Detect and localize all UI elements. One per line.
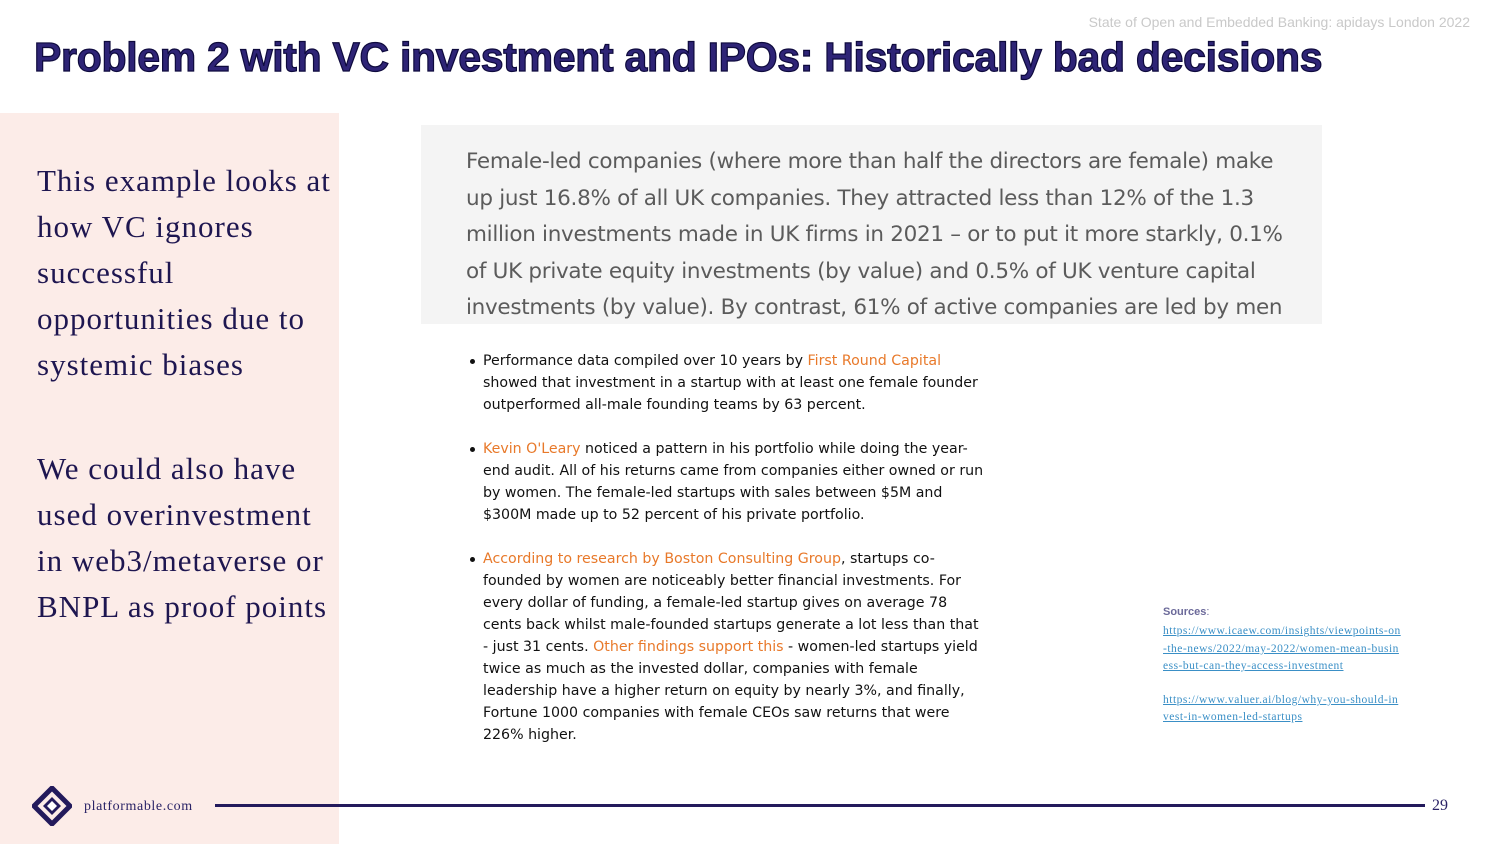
platformable-logo-icon xyxy=(32,786,72,826)
source-gap xyxy=(1163,675,1403,692)
bcg-research-link[interactable]: According to research by Boston Consulti… xyxy=(483,551,841,567)
bullet-text: Performance data compiled over 10 years … xyxy=(483,353,808,369)
other-findings-link[interactable]: Other findings support this xyxy=(593,639,784,655)
list-item: Kevin O'Leary noticed a pattern in his p… xyxy=(466,438,986,526)
left-paragraph-biases: This example looks at how VC ignores suc… xyxy=(37,163,331,382)
bullet-text: noticed a pattern in his portfolio while… xyxy=(483,441,984,523)
footer-divider xyxy=(215,804,1425,807)
list-item: Performance data compiled over 10 years … xyxy=(466,350,986,416)
source-link-icaew[interactable]: https://www.icaew.com/insights/viewpoint… xyxy=(1163,625,1401,672)
first-round-capital-link[interactable]: First Round Capital xyxy=(807,353,942,369)
bullet-text: , startups co-founded by women are notic… xyxy=(483,551,979,655)
list-item: According to research by Boston Consulti… xyxy=(466,548,986,746)
footer-brand: platformable.com xyxy=(84,799,193,814)
slide-title: Problem 2 with VC investment and IPOs: H… xyxy=(33,33,1323,80)
sources-block: Sources: https://www.icaew.com/insights/… xyxy=(1163,604,1403,727)
left-panel xyxy=(0,113,339,844)
sources-label-text: Sources xyxy=(1163,606,1207,618)
bullet-text: showed that investment in a startup with… xyxy=(483,375,978,413)
left-paragraph-alternatives: We could also have used overinvestment i… xyxy=(37,451,328,624)
evidence-list: Performance data compiled over 10 years … xyxy=(466,350,986,768)
kevin-oleary-link[interactable]: Kevin O'Leary xyxy=(483,441,581,457)
sources-label: Sources: xyxy=(1163,604,1403,621)
quote-box: Female-led companies (where more than ha… xyxy=(421,125,1322,324)
page-number: 29 xyxy=(1432,797,1448,814)
source-link-valuer[interactable]: https://www.valuer.ai/blog/why-you-shoul… xyxy=(1163,694,1399,724)
sources-colon: : xyxy=(1206,606,1210,618)
bullet-text: - women-led startups yield twice as much… xyxy=(483,639,978,743)
event-header: State of Open and Embedded Banking: apid… xyxy=(1088,14,1470,30)
